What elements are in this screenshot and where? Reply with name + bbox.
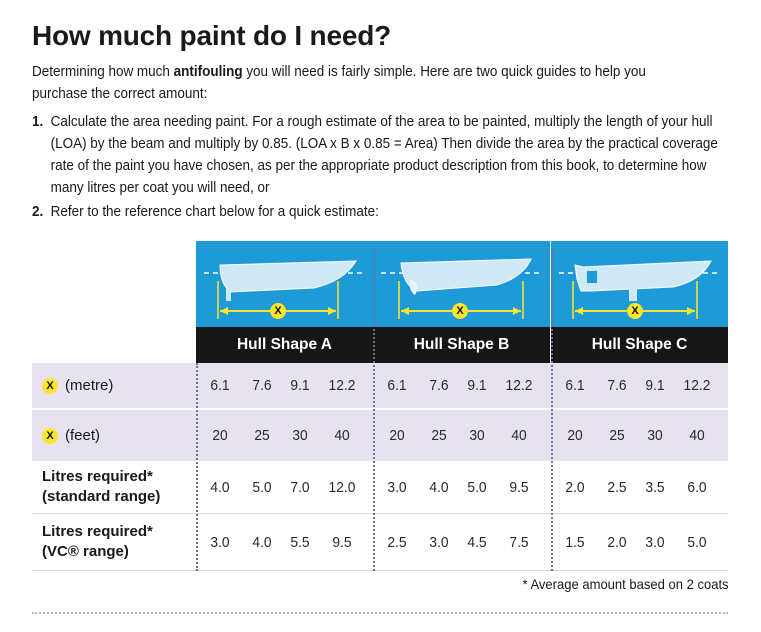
- table-cell: 30: [647, 427, 663, 444]
- intro-text-after: you will need is fairly simple. Here are…: [32, 64, 646, 102]
- column-divider: [373, 248, 375, 571]
- table-cell: 20: [567, 427, 583, 444]
- row-label-line1: Litres required*: [42, 523, 153, 540]
- table-cell: 30: [469, 427, 485, 444]
- table-cell: 6.1: [210, 377, 230, 394]
- table-cell: 12.2: [683, 377, 711, 394]
- hull-b-label: Hull Shape B: [373, 327, 550, 363]
- table-cell: 12.0: [328, 478, 356, 496]
- intro-text-before: Determining how much: [32, 64, 174, 80]
- table-cell: 40: [689, 427, 705, 444]
- table-cell: 5.0: [252, 478, 272, 496]
- table-cell: 5.0: [687, 533, 707, 551]
- step-item: 1. Calculate the area needing paint. For …: [32, 111, 720, 199]
- table-cell: 25: [609, 427, 625, 444]
- table-cell: 3.0: [387, 478, 407, 496]
- row-label: (metre): [65, 377, 114, 394]
- table-cell: 6.1: [565, 377, 585, 394]
- footnote: * Average amount based on 2 coats: [522, 576, 729, 592]
- row-label-line1: Litres required*: [42, 468, 153, 485]
- table-cell: 3.0: [210, 533, 230, 551]
- table-cell: 9.5: [509, 478, 529, 496]
- table-cell: 3.0: [645, 533, 665, 551]
- table-cell: 9.1: [290, 377, 310, 394]
- table-cell: 6.1: [387, 377, 407, 394]
- x-marker-icon: X: [42, 377, 58, 394]
- table-cell: 20: [212, 427, 228, 444]
- table-row: X (metre) 6.1 7.6 9.1 12.2 6.1 7.6 9.1 12.2 6.1 7.…: [32, 363, 728, 410]
- hull-a-label: Hull Shape A: [196, 327, 373, 363]
- table-cell: 12.2: [328, 377, 356, 394]
- hull-b-marker: X: [456, 305, 464, 317]
- steps-list: 1. Calculate the area needing paint. For …: [32, 111, 720, 223]
- table-cell: 2.5: [607, 478, 627, 496]
- x-marker-icon: X: [42, 427, 58, 444]
- table-cell: 4.0: [429, 478, 449, 496]
- intro-paragraph: Determining how much antifouling you wil…: [32, 61, 683, 105]
- hull-a-marker: X: [274, 305, 282, 317]
- step-number: 1.: [32, 114, 44, 130]
- row-header-metre: X (metre): [42, 363, 113, 408]
- table-row: X (feet) 20 25 30 40 20 25 30 40 20 25 30 40: [32, 410, 728, 461]
- table-cell: 5.5: [290, 533, 310, 551]
- table-cell: 9.1: [467, 377, 487, 394]
- row-header-standard: Litres required* (standard range): [42, 461, 160, 513]
- table-cell: 4.5: [467, 533, 487, 551]
- paint-reference-table: X (metre) 6.1 7.6 9.1 12.2 6.1 7.6 9.1 12.2 6.1 7.…: [32, 363, 728, 571]
- hull-b-icon: [381, 258, 543, 319]
- table-cell: 25: [254, 427, 270, 444]
- hull-column-a: X Hull Shape A: [196, 241, 373, 363]
- table-cell: 40: [511, 427, 527, 444]
- table-cell: 12.2: [505, 377, 533, 394]
- table-cell: 2.5: [387, 533, 407, 551]
- table-cell: 5.0: [467, 478, 487, 496]
- table-cell: 9.5: [332, 533, 352, 551]
- table-cell: 1.5: [565, 533, 585, 551]
- hull-c-illustration: X: [551, 241, 728, 327]
- table-row: Litres required* (standard range) 4.0 5.0 7…: [32, 461, 728, 514]
- table-cell: 25: [431, 427, 447, 444]
- table-cell: 2.0: [607, 533, 627, 551]
- table-cell: 7.5: [509, 533, 529, 551]
- table-cell: 6.0: [687, 478, 707, 496]
- table-cell: 4.0: [210, 478, 230, 496]
- hull-a-icon: [204, 260, 366, 319]
- hull-column-c: X Hull Shape C: [551, 241, 728, 363]
- bottom-divider: [32, 612, 728, 614]
- row-label-line2: (VC® range): [42, 543, 129, 560]
- table-cell: 3.0: [429, 533, 449, 551]
- table-row: Litres required* (VC® range) 3.0 4.0 5.5 9.5…: [32, 514, 728, 571]
- intro-bold-term: antifouling: [173, 64, 243, 80]
- table-cell: 40: [334, 427, 350, 444]
- table-cell: 20: [389, 427, 405, 444]
- hull-c-marker: X: [631, 305, 639, 317]
- table-cell: 30: [292, 427, 308, 444]
- step-text: Calculate the area needing paint. For a …: [50, 114, 718, 196]
- hull-a-illustration: X: [196, 241, 373, 327]
- step-item: 2. Refer to the reference chart below for…: [32, 201, 720, 223]
- page-title: How much paint do I need?: [32, 20, 392, 51]
- row-header-feet: X (feet): [42, 410, 100, 461]
- table-cell: 7.0: [290, 478, 310, 496]
- step-text: Refer to the reference chart below for a…: [50, 204, 379, 220]
- table-cell: 7.6: [252, 377, 272, 394]
- hull-column-b: X Hull Shape B: [373, 241, 550, 363]
- hull-c-label: Hull Shape C: [551, 327, 728, 363]
- table-cell: 7.6: [607, 377, 627, 394]
- step-number: 2.: [32, 204, 44, 220]
- column-divider: [196, 363, 198, 571]
- hull-b-illustration: X: [373, 241, 550, 327]
- hull-c-icon: [559, 260, 721, 319]
- column-divider: [551, 248, 553, 571]
- table-cell: 4.0: [252, 533, 272, 551]
- row-label-line2: (standard range): [42, 488, 161, 505]
- row-header-vc: Litres required* (VC® range): [42, 514, 153, 570]
- table-cell: 3.5: [645, 478, 665, 496]
- row-label: (feet): [65, 427, 101, 444]
- table-cell: 9.1: [645, 377, 665, 394]
- hull-shapes-header: X Hull Shape A X Hull Shape B: [196, 241, 728, 363]
- table-cell: 7.6: [429, 377, 449, 394]
- table-cell: 2.0: [565, 478, 585, 496]
